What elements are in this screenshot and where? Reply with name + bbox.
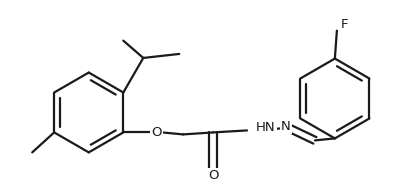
Text: N: N: [281, 120, 291, 133]
Text: O: O: [151, 126, 162, 139]
Text: F: F: [341, 18, 348, 31]
Text: O: O: [208, 169, 219, 182]
Text: HN: HN: [256, 121, 276, 134]
